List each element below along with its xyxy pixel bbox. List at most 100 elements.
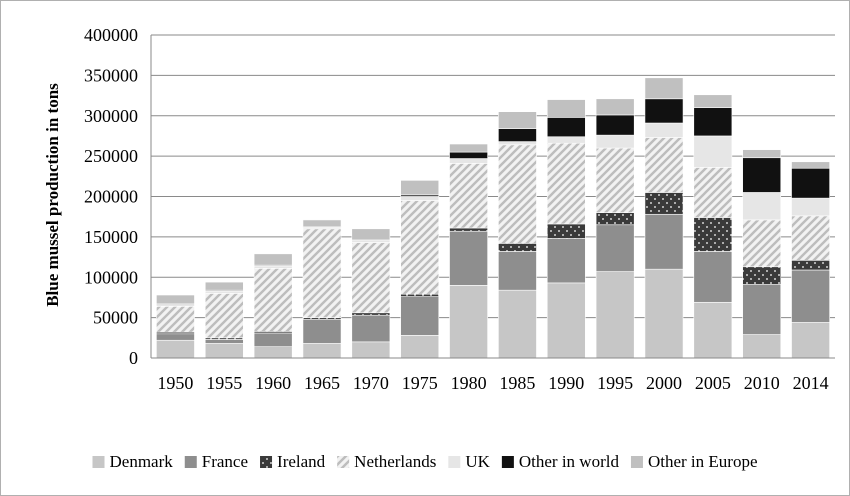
bar-segment bbox=[204, 339, 244, 344]
bar-segment bbox=[204, 343, 244, 359]
y-tick-label: 250000 bbox=[84, 146, 138, 166]
x-tick-label: 1965 bbox=[304, 373, 340, 393]
legend-swatch bbox=[92, 456, 105, 468]
bar-segment bbox=[546, 238, 586, 284]
x-tick-label: 2000 bbox=[646, 373, 682, 393]
legend-swatch bbox=[630, 456, 643, 468]
bar-segment bbox=[742, 334, 782, 359]
y-tick-label: 400000 bbox=[84, 25, 138, 45]
bar-segment bbox=[546, 223, 586, 239]
bar-segment bbox=[742, 266, 782, 285]
legend-label: Other in Europe bbox=[648, 452, 758, 471]
bar-segment bbox=[693, 107, 733, 137]
bar-segment bbox=[253, 268, 293, 332]
x-tick-label: 1975 bbox=[402, 373, 438, 393]
bar-segment bbox=[595, 134, 635, 149]
bar-segment bbox=[546, 142, 586, 225]
bar-segment bbox=[351, 341, 391, 359]
bar-segment bbox=[498, 111, 537, 129]
bars bbox=[156, 77, 830, 359]
bar-segment bbox=[400, 196, 440, 201]
bar-segment bbox=[302, 318, 342, 344]
bar-segment bbox=[449, 230, 488, 286]
legend-swatch bbox=[184, 456, 197, 468]
bar-segment bbox=[156, 339, 195, 359]
bar-segment bbox=[156, 333, 195, 341]
bar-segment bbox=[693, 301, 733, 359]
bar-segment bbox=[791, 215, 830, 261]
bar-segment bbox=[791, 269, 830, 323]
bar-segment bbox=[253, 332, 293, 347]
bar-segment bbox=[595, 224, 635, 272]
bar-segment bbox=[351, 314, 391, 343]
bar-segment bbox=[742, 157, 782, 193]
bar-segment bbox=[498, 289, 537, 359]
bar-segment bbox=[156, 294, 195, 305]
bar-segment bbox=[546, 282, 586, 359]
bar-segment bbox=[546, 117, 586, 138]
bar-segment bbox=[546, 136, 586, 144]
bar-segment bbox=[595, 147, 635, 213]
bar-segment bbox=[449, 151, 488, 159]
bar-segment bbox=[204, 290, 244, 294]
bar-segment bbox=[498, 251, 537, 291]
x-tick-label: 1955 bbox=[206, 373, 242, 393]
bar-segment bbox=[791, 167, 830, 199]
bar-segment bbox=[449, 163, 488, 229]
x-tick-label: 1995 bbox=[597, 373, 633, 393]
x-tick-label: 1950 bbox=[157, 373, 193, 393]
bar-segment bbox=[791, 322, 830, 359]
bar-segment bbox=[449, 158, 488, 164]
y-axis-label: Blue mussel production in tons bbox=[43, 83, 62, 307]
bar-segment bbox=[302, 343, 342, 359]
bar-segment bbox=[351, 239, 391, 243]
bar-segment bbox=[253, 253, 293, 266]
bar-segment bbox=[400, 293, 440, 297]
x-tick-label: 1980 bbox=[451, 373, 487, 393]
bar-segment bbox=[498, 128, 537, 142]
legend: Denmark France Ireland Netherlands UK Other i… bbox=[92, 452, 758, 471]
legend-label: Ireland bbox=[277, 452, 326, 471]
bar-segment bbox=[742, 219, 782, 268]
bar-segment bbox=[351, 242, 391, 314]
bar-segment bbox=[644, 98, 684, 124]
bar-segment bbox=[498, 243, 537, 252]
x-tick-label: 2010 bbox=[744, 373, 780, 393]
bar-segment bbox=[693, 94, 733, 108]
legend-swatch bbox=[448, 456, 461, 468]
x-tick-label: 1970 bbox=[353, 373, 389, 393]
bar-segment bbox=[156, 306, 195, 333]
x-tick-label: 2005 bbox=[695, 373, 731, 393]
y-tick-label: 200000 bbox=[84, 187, 138, 207]
bar-segment bbox=[595, 98, 635, 116]
bar-segment bbox=[498, 144, 537, 244]
bar-segment bbox=[791, 259, 830, 271]
legend-label: France bbox=[202, 452, 248, 471]
bar-segment bbox=[791, 161, 830, 169]
legend-label: UK bbox=[465, 452, 490, 471]
bar-segment bbox=[644, 268, 684, 359]
bar-segment bbox=[302, 219, 342, 227]
x-tick-label: 1990 bbox=[548, 373, 584, 393]
bar-segment bbox=[644, 213, 684, 270]
bar-segment bbox=[644, 77, 684, 100]
bar-segment bbox=[204, 293, 244, 339]
axes: 0 50000 100000 150000 200000 250000 300000 3500… bbox=[84, 25, 835, 393]
bar-segment bbox=[400, 180, 440, 196]
bar-segment bbox=[400, 296, 440, 336]
bar-segment bbox=[400, 200, 440, 295]
y-tick-label: 150000 bbox=[84, 227, 138, 247]
x-tick-label: 2014 bbox=[793, 373, 829, 393]
legend-label: Denmark bbox=[110, 452, 174, 471]
bar-segment bbox=[253, 265, 293, 269]
bar-segment bbox=[449, 227, 488, 232]
y-tick-label: 50000 bbox=[93, 308, 138, 328]
legend-swatch bbox=[501, 456, 514, 468]
bar-segment bbox=[546, 99, 586, 118]
bar-segment bbox=[595, 212, 635, 226]
bar-segment bbox=[742, 192, 782, 221]
x-tick-label: 1985 bbox=[499, 373, 535, 393]
bar-segment bbox=[400, 335, 440, 359]
